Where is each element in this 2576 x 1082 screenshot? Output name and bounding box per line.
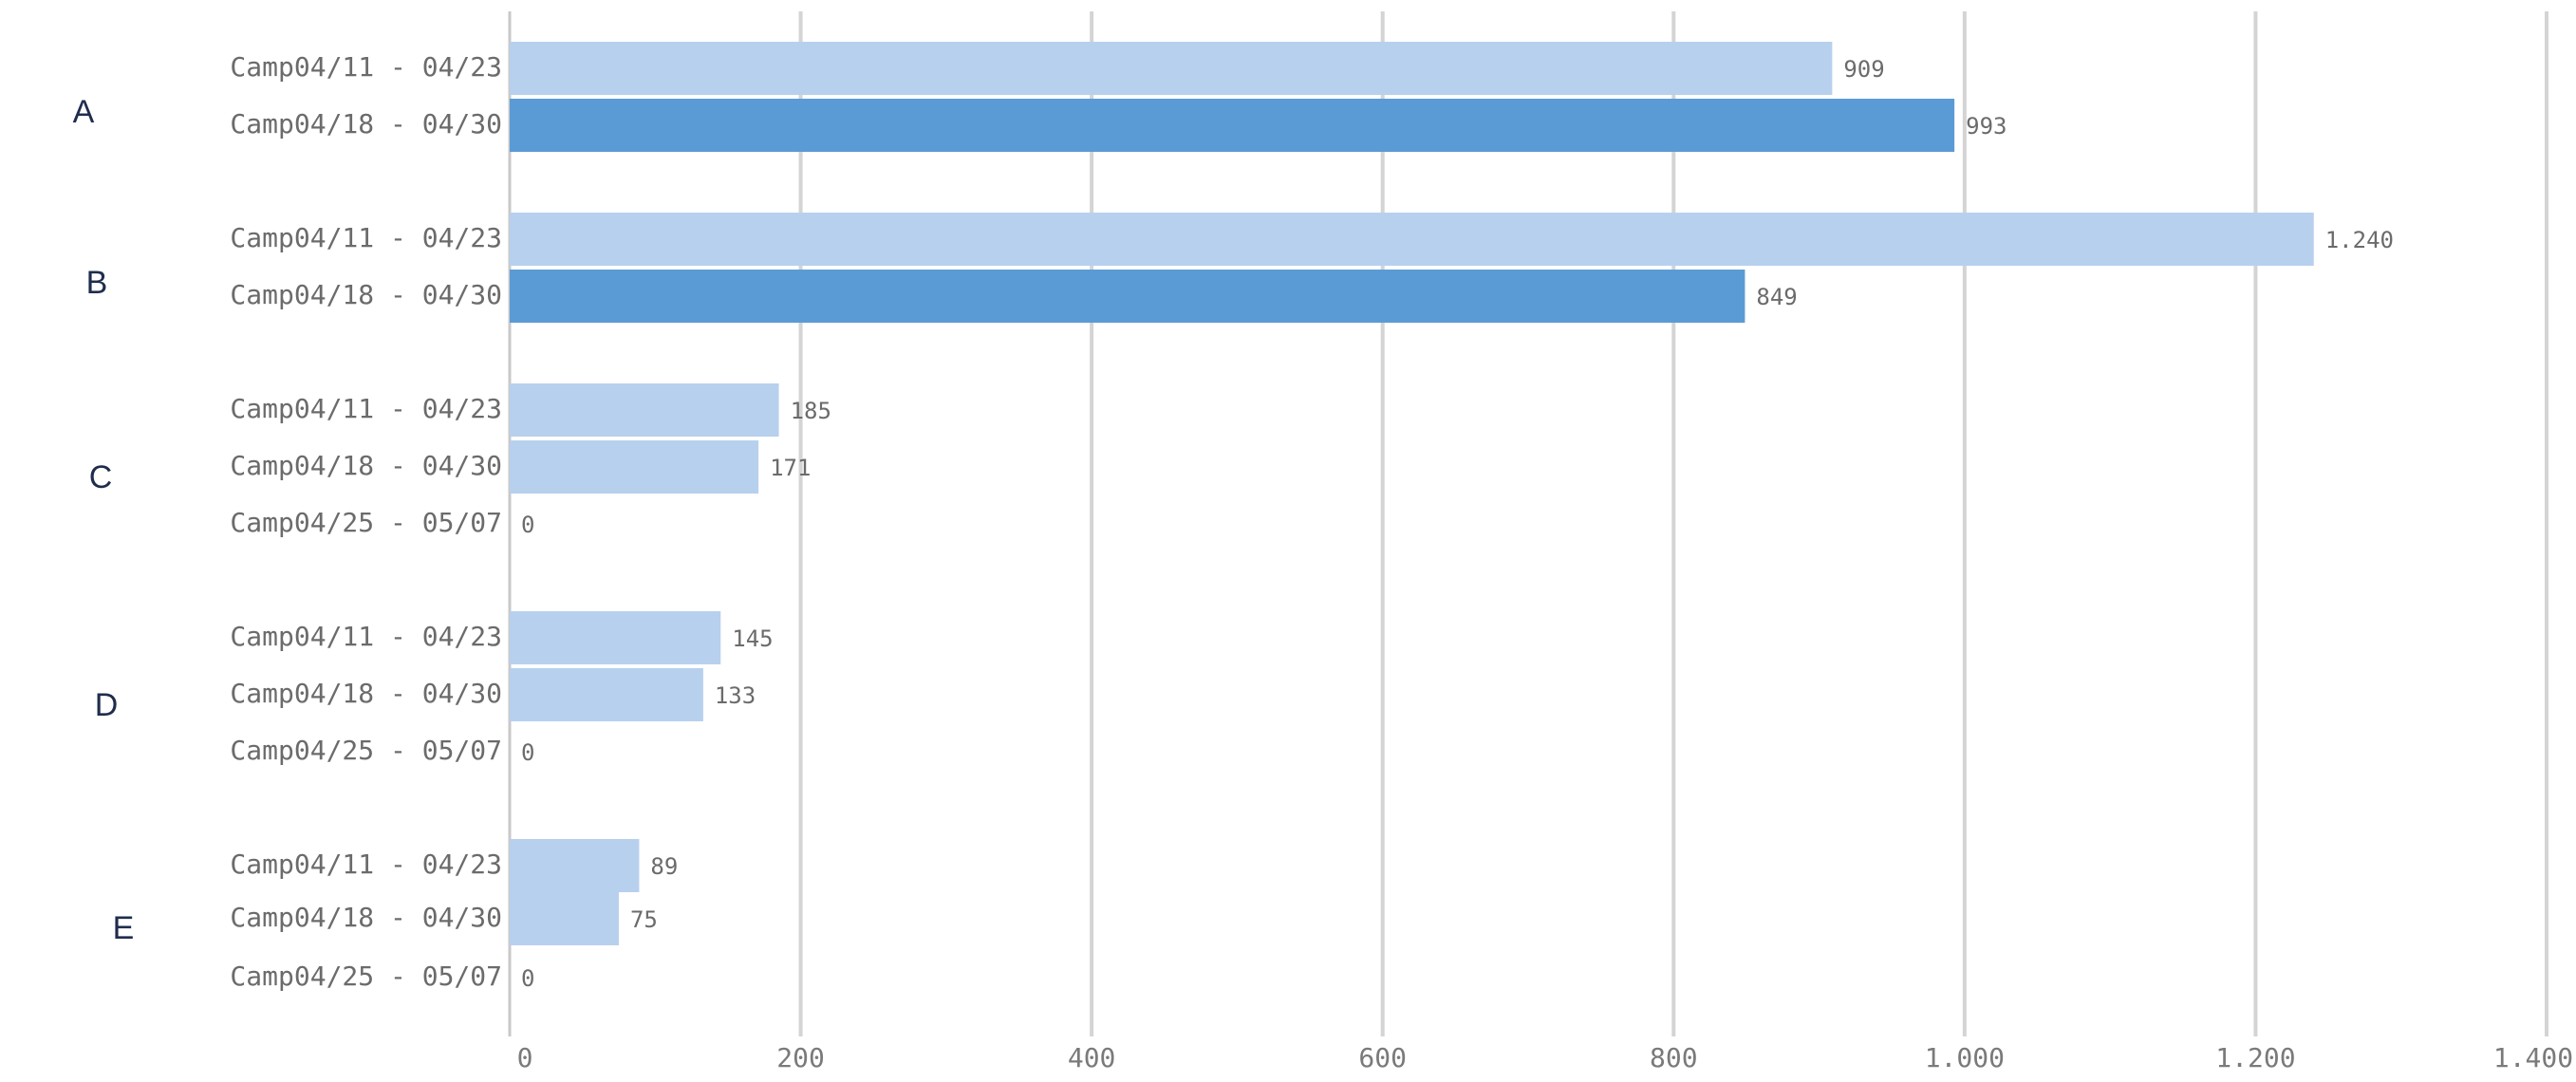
category-label: Camp04/11 - 04/23 [230, 51, 502, 83]
data-label: 75 [630, 906, 658, 933]
bar-c-1 [510, 440, 759, 494]
x-tick-label: 1.200 [2215, 1042, 2295, 1073]
data-label: 0 [521, 739, 534, 766]
x-tick-label: 1.400 [2493, 1042, 2573, 1073]
group-label-a: A [73, 94, 95, 130]
group-label-d: D [95, 687, 119, 723]
category-label: Camp04/11 - 04/23 [230, 621, 502, 652]
bar-d-0 [510, 611, 721, 664]
bar-a-0 [510, 42, 1833, 95]
bar-b-0 [510, 213, 2314, 266]
data-label: 0 [521, 965, 534, 992]
bar-d-1 [510, 668, 703, 721]
group-label-c: C [89, 459, 113, 495]
data-label: 849 [1756, 284, 1797, 310]
category-label: Camp04/25 - 05/07 [230, 735, 502, 766]
grid-layer [508, 11, 2548, 1036]
category-label: Camp04/25 - 05/07 [230, 961, 502, 992]
x-tick-label: 1.000 [1925, 1042, 2005, 1073]
category-label: Camp04/18 - 04/30 [230, 279, 502, 310]
x-tick-label: 600 [1358, 1042, 1407, 1073]
x-tick-label: 800 [1650, 1042, 1698, 1073]
x-axis-ticks: 0 200 400 600 800 1.000 1.200 1.400 [517, 1042, 2574, 1073]
bar-a-1 [510, 99, 1955, 152]
data-label: 171 [770, 455, 811, 481]
x-tick-label: 400 [1068, 1042, 1116, 1073]
data-label: 909 [1843, 56, 1884, 83]
data-label: 0 [521, 512, 534, 538]
category-label: Camp04/18 - 04/30 [230, 678, 502, 709]
category-label: Camp04/11 - 04/23 [230, 222, 502, 253]
x-tick-label: 0 [517, 1042, 533, 1073]
category-label: Camp04/11 - 04/23 [230, 849, 502, 880]
data-label: 145 [732, 625, 773, 652]
category-label: Camp04/18 - 04/30 [230, 902, 502, 933]
data-label: 133 [715, 682, 756, 709]
bar-e-0 [510, 839, 640, 892]
category-label: Camp04/18 - 04/30 [230, 108, 502, 140]
bar-c-0 [510, 383, 779, 437]
bar-layer [510, 42, 2314, 945]
category-label: Camp04/11 - 04/23 [230, 393, 502, 424]
category-label: Camp04/25 - 05/07 [230, 507, 502, 538]
data-label: 993 [1966, 113, 2007, 140]
data-label: 1.240 [2325, 227, 2394, 253]
data-label: 89 [650, 853, 678, 880]
category-label: Camp04/18 - 04/30 [230, 450, 502, 481]
group-label-b: B [86, 265, 108, 301]
x-tick-label: 200 [776, 1042, 825, 1073]
label-layer: A Camp04/11 - 04/23 909 Camp04/18 - 04/30 99… [73, 51, 2394, 992]
data-label: 185 [791, 398, 831, 424]
bar-e-1 [510, 892, 619, 945]
group-label-e: E [113, 910, 135, 946]
bar-b-1 [510, 270, 1745, 323]
